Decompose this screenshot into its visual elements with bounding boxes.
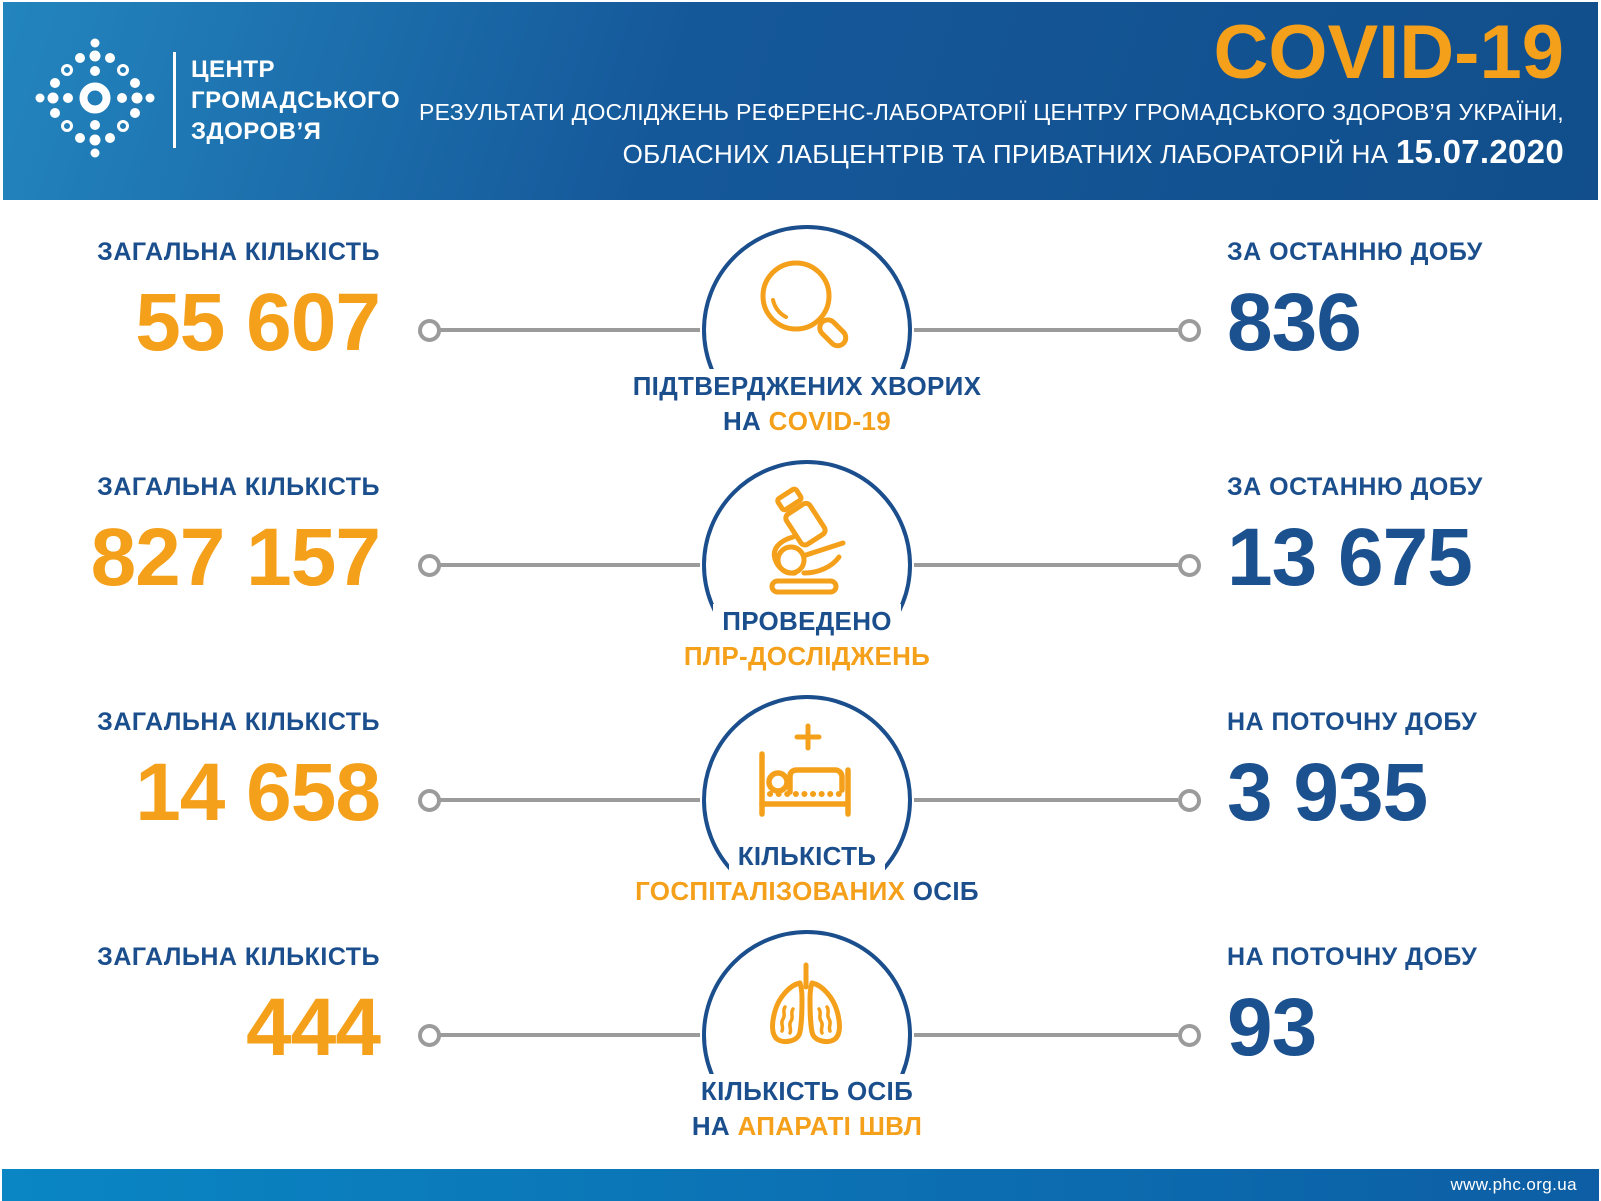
connector-line [914, 328, 1178, 332]
hospital-bed-icon [759, 723, 851, 817]
connector-dot [1178, 319, 1201, 342]
caption-line1: КІЛЬКІСТЬ ОСІБ [691, 1074, 923, 1109]
org-name: ЦЕНТР ГРОМАДСЬКОГО ЗДОРОВ’Я [191, 54, 400, 147]
period-block: ЗА ОСТАННЮ ДОБУ 836 [1227, 238, 1597, 365]
connector-line [914, 1033, 1178, 1037]
period-label: НА ПОТОЧНУ ДОБУ [1227, 708, 1478, 736]
stat-row-ventilators: ЗАГАЛЬНА КІЛЬКІСТЬ 444 КІЛЬКІСТЬ ОСІБ НА… [0, 917, 1601, 1152]
period-block: НА ПОТОЧНУ ДОБУ 93 [1227, 943, 1597, 1070]
total-value: 827 157 [90, 512, 381, 603]
total-value: 444 [246, 982, 381, 1073]
website-link[interactable]: www.phc.org.ua [1450, 1175, 1577, 1194]
period-value: 13 675 [1227, 512, 1473, 603]
subtitle-line1: РЕЗУЛЬТАТИ ДОСЛІДЖЕНЬ РЕФЕРЕНС-ЛАБОРАТОР… [418, 99, 1564, 125]
caption-line2-prefix: НА [691, 1111, 738, 1141]
caption-line1: ПРОВЕДЕНО [713, 604, 901, 639]
subtitle-line2: ОБЛАСНИХ ЛАБЦЕНТРІВ ТА ПРИВАТНИХ ЛАБОРАТ… [419, 133, 1564, 171]
connector-line [438, 563, 700, 567]
logo-divider [173, 52, 176, 148]
period-value: 836 [1227, 277, 1362, 368]
connector-dot [1178, 1024, 1201, 1047]
caption-line2-prefix: НА [722, 406, 769, 436]
header-right: COVID-19 РЕЗУЛЬТАТИ ДОСЛІДЖЕНЬ РЕФЕРЕНС-… [418, 10, 1564, 171]
stat-row-confirmed-cases: ЗАГАЛЬНА КІЛЬКІСТЬ 55 607 ПІДТВЕРДЖЕНИХ … [0, 212, 1601, 447]
caption-line2-accent: ПЛР-ДОСЛІДЖЕНЬ [683, 641, 931, 671]
total-block: ЗАГАЛЬНА КІЛЬКІСТЬ 14 658 [40, 708, 381, 838]
period-block: ЗА ОСТАННЮ ДОБУ 13 675 [1227, 473, 1597, 600]
phc-logo-icon [35, 38, 155, 158]
total-value: 55 607 [135, 277, 381, 368]
header-banner: ЦЕНТР ГРОМАДСЬКОГО ЗДОРОВ’Я COVID-19 РЕЗ… [3, 2, 1598, 200]
period-label: ЗА ОСТАННЮ ДОБУ [1227, 473, 1483, 501]
connector-line [438, 1033, 700, 1037]
period-value: 93 [1227, 982, 1317, 1073]
stat-caption: КІЛЬКІСТЬ ОСІБ НА АПАРАТІ ШВЛ [450, 1074, 1164, 1144]
page-title: COVID-19 [1213, 10, 1564, 95]
period-block: НА ПОТОЧНУ ДОБУ 3 935 [1227, 708, 1597, 835]
stat-row-pcr-tests: ЗАГАЛЬНА КІЛЬКІСТЬ 827 157 ПРОВЕДЕНО ПЛР… [0, 447, 1601, 682]
stat-caption: КІЛЬКІСТЬ ГОСПІТАЛІЗОВАНИХ ОСІБ [450, 839, 1164, 909]
total-block: ЗАГАЛЬНА КІЛЬКІСТЬ 444 [40, 943, 381, 1073]
footer-bar: www.phc.org.ua [2, 1169, 1599, 1201]
total-value: 14 658 [135, 747, 381, 838]
caption-line2-suffix: ОСІБ [905, 876, 979, 906]
connector-line [914, 563, 1178, 567]
caption-line1: КІЛЬКІСТЬ [728, 839, 886, 874]
caption-line1: ПІДТВЕРДЖЕНИХ ХВОРИХ [623, 369, 991, 404]
period-label: НА ПОТОЧНУ ДОБУ [1227, 943, 1478, 971]
org-name-line: ГРОМАДСЬКОГО [191, 87, 401, 114]
period-label: ЗА ОСТАННЮ ДОБУ [1227, 238, 1483, 266]
total-label: ЗАГАЛЬНА КІЛЬКІСТЬ [97, 238, 380, 266]
subtitle-line2-text: ОБЛАСНИХ ЛАБЦЕНТРІВ ТА ПРИВАТНИХ ЛАБОРАТ… [622, 139, 1396, 169]
connector-line [914, 798, 1178, 802]
period-value: 3 935 [1227, 747, 1428, 838]
caption-line2-accent: АПАРАТІ ШВЛ [737, 1111, 923, 1141]
lungs-icon [770, 962, 842, 1045]
org-name-line: ЦЕНТР [191, 56, 276, 83]
org-name-line: ЗДОРОВ’Я [191, 118, 322, 145]
stat-row-hospitalized: ЗАГАЛЬНА КІЛЬКІСТЬ 14 658 КІЛЬКІСТЬ ГОСП… [0, 682, 1601, 917]
total-block: ЗАГАЛЬНА КІЛЬКІСТЬ 55 607 [40, 238, 381, 368]
connector-dot [1178, 789, 1201, 812]
connector-line [438, 328, 700, 332]
stat-caption: ПІДТВЕРДЖЕНИХ ХВОРИХ НА COVID-19 [450, 369, 1164, 439]
total-block: ЗАГАЛЬНА КІЛЬКІСТЬ 827 157 [40, 473, 381, 603]
caption-line2-accent: ГОСПІТАЛІЗОВАНИХ [635, 876, 906, 906]
caption-line2-accent: COVID-19 [768, 406, 891, 436]
microscope-icon [769, 486, 846, 595]
total-label: ЗАГАЛЬНА КІЛЬКІСТЬ [97, 943, 380, 971]
report-date: 15.07.2020 [1395, 133, 1564, 170]
total-label: ЗАГАЛЬНА КІЛЬКІСТЬ [97, 473, 380, 501]
total-label: ЗАГАЛЬНА КІЛЬКІСТЬ [97, 708, 380, 736]
connector-line [438, 798, 700, 802]
connector-dot [1178, 554, 1201, 577]
magnifier-icon [760, 260, 849, 349]
stat-caption: ПРОВЕДЕНО ПЛР-ДОСЛІДЖЕНЬ [450, 604, 1164, 674]
